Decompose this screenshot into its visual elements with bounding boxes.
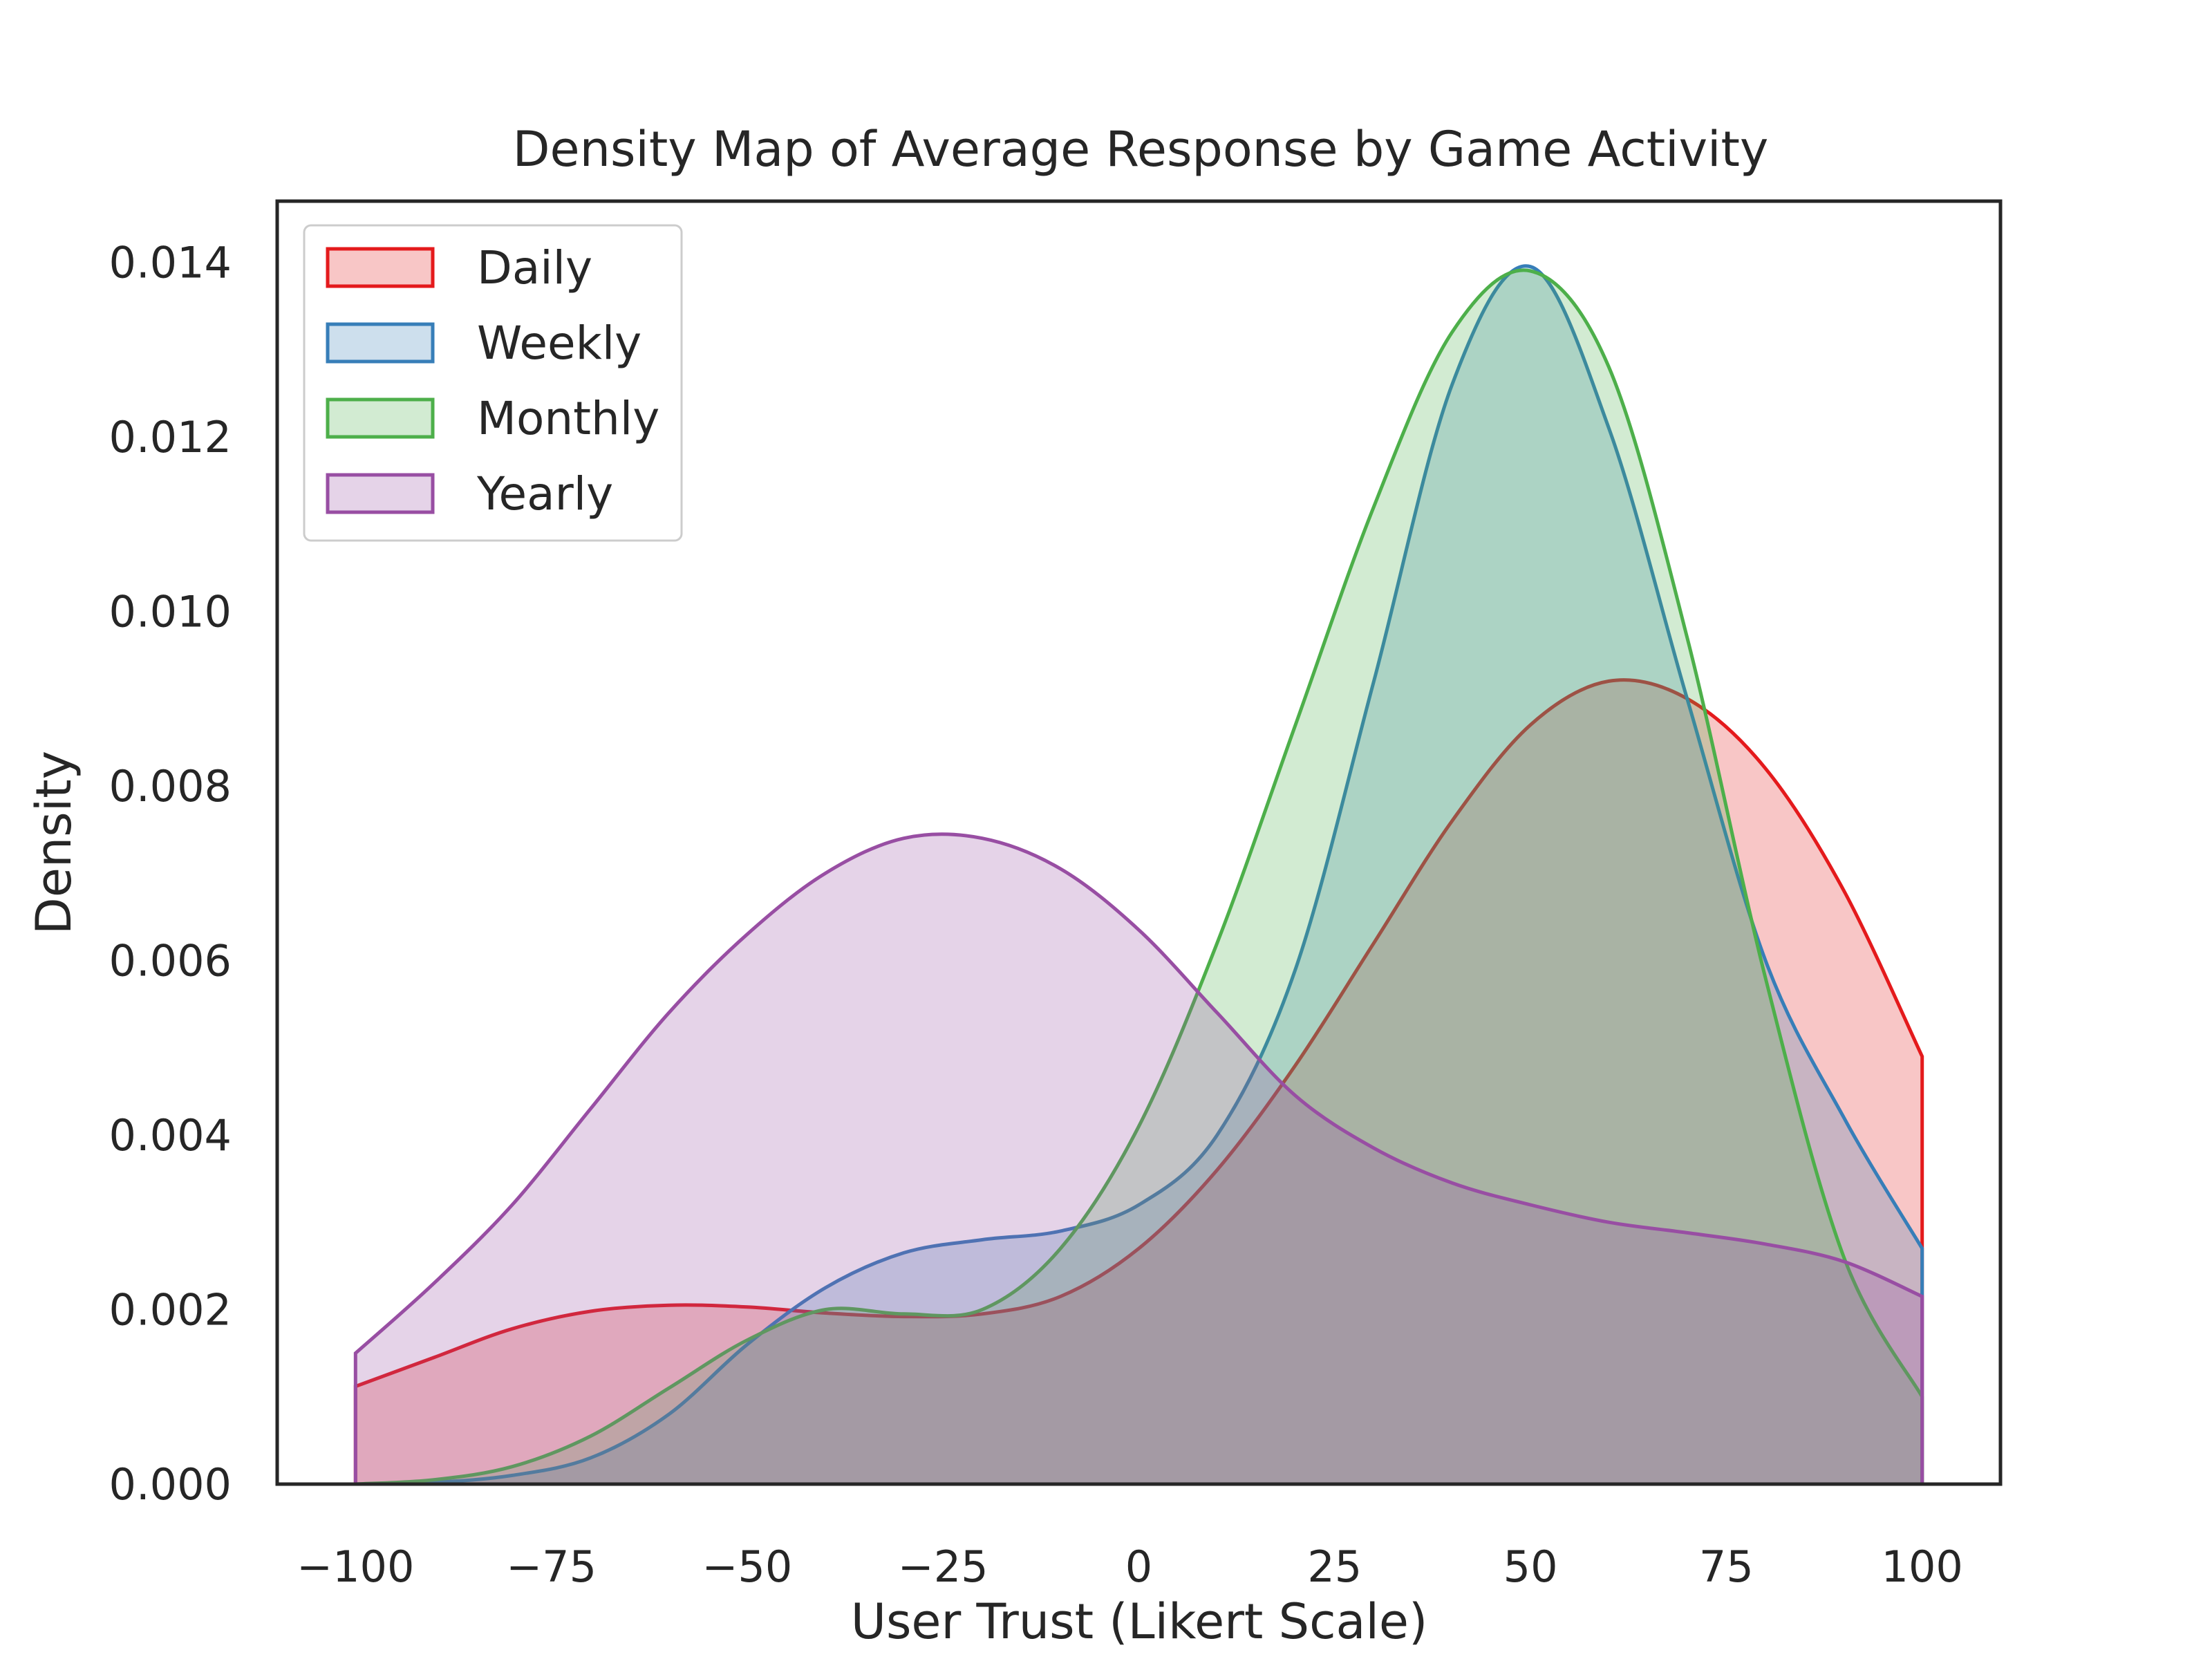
area-weekly xyxy=(355,265,1922,1484)
y-tick-label: 0.000 xyxy=(109,1459,232,1510)
legend-swatch-yearly xyxy=(326,473,435,514)
chart-title: Density Map of Average Response by Game … xyxy=(513,121,1769,178)
legend-label-daily: Daily xyxy=(477,241,592,294)
area-yearly xyxy=(355,834,1922,1484)
line-daily xyxy=(353,678,1924,1485)
y-tick-label: 0.006 xyxy=(109,935,232,986)
line-yearly xyxy=(353,832,1924,1485)
x-tick-label: 25 xyxy=(1307,1541,1362,1592)
density-areas xyxy=(353,264,1924,1486)
line-monthly xyxy=(355,268,1924,1486)
line-weekly xyxy=(355,264,1924,1486)
x-tick-label: −100 xyxy=(297,1541,414,1592)
y-tick-label: 0.014 xyxy=(109,237,232,288)
x-tick-label: −50 xyxy=(702,1541,792,1592)
y-tick-label: 0.002 xyxy=(109,1284,232,1335)
x-tick-label: 100 xyxy=(1882,1541,1963,1592)
legend: Daily Weekly Monthly Yearly xyxy=(303,224,683,542)
area-daily xyxy=(355,679,1922,1484)
x-axis-label: User Trust (Likert Scale) xyxy=(851,1593,1428,1650)
x-axis-ticks: −100 −75 −50 −25 0 25 50 75 100 xyxy=(297,1541,1963,1592)
x-tick-label: −75 xyxy=(506,1541,597,1592)
legend-box xyxy=(303,224,683,542)
x-tick-label: 50 xyxy=(1503,1541,1558,1592)
y-axis-label: Density xyxy=(26,751,82,935)
plot-frame xyxy=(275,199,2003,1486)
y-tick-label: 0.008 xyxy=(109,761,232,812)
legend-swatch-monthly xyxy=(326,397,435,439)
y-tick-label: 0.012 xyxy=(109,412,232,462)
legend-swatch-weekly xyxy=(326,322,435,364)
legend-swatch-daily xyxy=(326,247,435,288)
legend-label-yearly: Yearly xyxy=(476,467,613,521)
y-tick-label: 0.010 xyxy=(109,586,232,637)
x-tick-label: 0 xyxy=(1125,1541,1152,1592)
y-tick-label: 0.004 xyxy=(109,1110,232,1161)
legend-label-monthly: Monthly xyxy=(477,392,659,445)
y-axis-ticks: 0.000 0.002 0.004 0.006 0.008 0.010 0.012 0.014 xyxy=(109,237,232,1510)
legend-label-weekly: Weekly xyxy=(477,317,641,370)
area-monthly xyxy=(355,270,1922,1485)
x-tick-label: −25 xyxy=(898,1541,988,1592)
x-tick-label: 75 xyxy=(1699,1541,1754,1592)
